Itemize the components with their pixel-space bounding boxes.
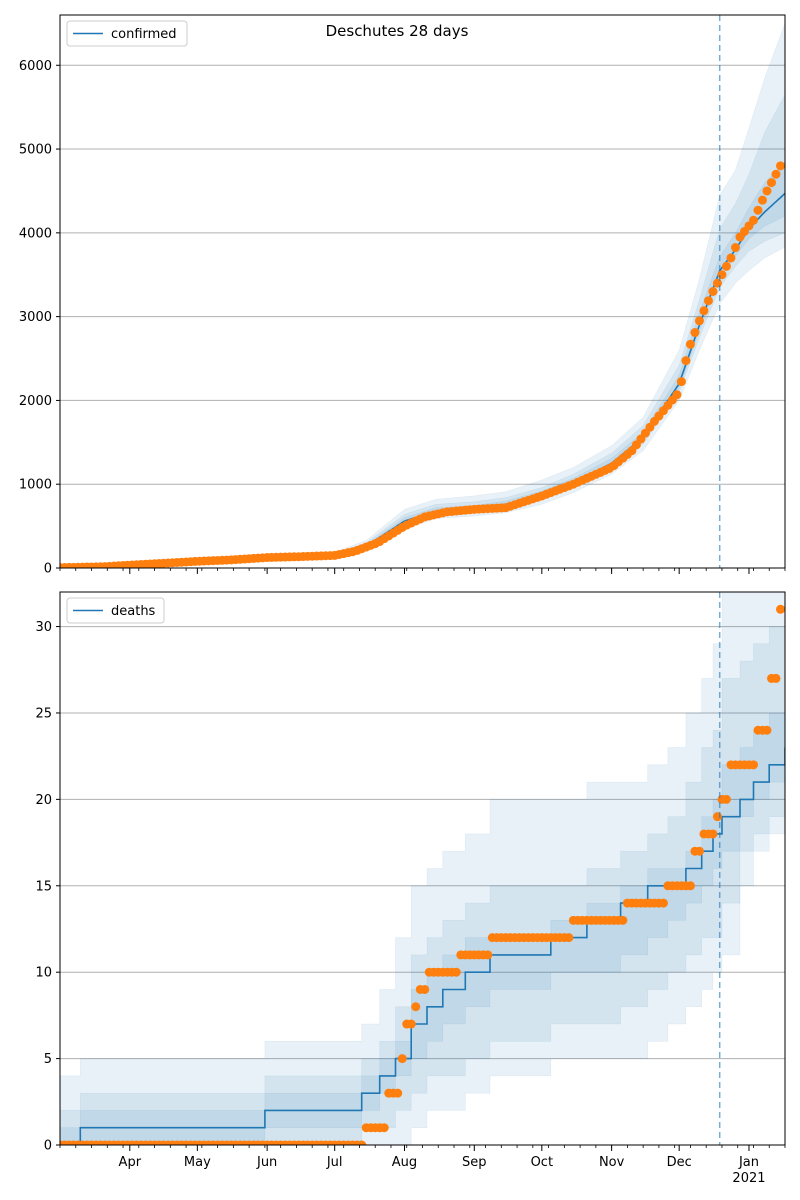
observed-point bbox=[690, 328, 700, 338]
observed-point bbox=[379, 1123, 389, 1133]
y-tick-label: 3000 bbox=[19, 310, 52, 325]
uncertainty-band-2 bbox=[60, 94, 785, 568]
y-tick-label: 20 bbox=[35, 793, 52, 808]
plot-area bbox=[60, 592, 785, 1145]
observed-point bbox=[757, 195, 767, 205]
observed-point bbox=[717, 270, 727, 280]
observed-point bbox=[762, 725, 772, 735]
x-tick-label: May bbox=[184, 1155, 211, 1170]
figure-title: Deschutes 28 days bbox=[326, 22, 469, 40]
observed-point bbox=[748, 215, 758, 225]
axes-frame bbox=[59, 14, 786, 569]
observed-point bbox=[393, 1088, 403, 1098]
legend-box bbox=[66, 20, 188, 47]
x-tick-label: Oct bbox=[531, 1155, 553, 1170]
y-tick-label: 6000 bbox=[19, 59, 52, 74]
observed-point bbox=[708, 829, 718, 839]
deaths-panel: 0 5 10 15 20 25 30 Apr May Jun Jul Aug Sep Oct Nov Dec J… bbox=[35, 591, 786, 1186]
x-tick-label: Jul bbox=[326, 1155, 343, 1170]
uncertainty-band-1 bbox=[60, 23, 785, 568]
observed-point bbox=[726, 253, 736, 263]
observed-point bbox=[703, 296, 713, 306]
y-tick-label: 2000 bbox=[19, 394, 52, 409]
observed-point bbox=[753, 205, 763, 215]
y-tick-label: 5000 bbox=[19, 143, 52, 158]
y-tick-label: 15 bbox=[35, 879, 52, 894]
observed-point bbox=[748, 760, 758, 770]
legend-box bbox=[66, 597, 165, 624]
x-tick-label: Aug bbox=[392, 1155, 417, 1170]
observed-point bbox=[699, 306, 709, 316]
observed-point bbox=[357, 1140, 367, 1145]
observed-point bbox=[420, 984, 430, 994]
observed-point bbox=[721, 261, 731, 271]
observed-point bbox=[771, 673, 781, 683]
legend-label: deaths bbox=[111, 604, 156, 619]
y-tick-label: 30 bbox=[35, 620, 52, 635]
legend: deaths bbox=[66, 597, 165, 624]
uncertainty-band-2 bbox=[60, 609, 785, 1145]
observed-point bbox=[564, 933, 574, 943]
observed-point bbox=[694, 846, 704, 856]
observed-point bbox=[694, 316, 704, 326]
uncertainty-band-1 bbox=[60, 592, 785, 1145]
observed-point bbox=[766, 178, 776, 188]
x-year-label: 2021 bbox=[732, 1171, 765, 1186]
x-tick-label: Apr bbox=[119, 1155, 142, 1170]
y-tick-label: 10 bbox=[35, 966, 52, 981]
y-tick-label: 25 bbox=[35, 706, 52, 721]
observed-point bbox=[775, 604, 785, 614]
observed-point bbox=[762, 186, 772, 196]
observed-point bbox=[681, 356, 691, 366]
plot-area bbox=[60, 23, 785, 568]
observed-point bbox=[712, 278, 722, 288]
y-tick-label: 5 bbox=[44, 1052, 52, 1067]
y-tick-label: 4000 bbox=[19, 226, 52, 241]
observed-point bbox=[672, 390, 682, 400]
observed-point bbox=[771, 169, 781, 179]
y-tick-label: 0 bbox=[44, 562, 52, 577]
observed-point bbox=[658, 898, 668, 908]
legend-label: confirmed bbox=[111, 27, 177, 42]
observed-point bbox=[708, 287, 718, 296]
observed-point bbox=[712, 812, 722, 822]
observed-point bbox=[411, 1002, 421, 1012]
x-tick-label: Sep bbox=[462, 1155, 487, 1170]
observed-point bbox=[721, 794, 731, 804]
x-tick-label: Nov bbox=[599, 1155, 625, 1170]
observed-point bbox=[618, 915, 628, 925]
observed-point bbox=[685, 339, 695, 349]
legend: confirmed bbox=[66, 20, 188, 47]
x-tick-label: Jan bbox=[738, 1155, 759, 1170]
y-tick-label: 1000 bbox=[19, 478, 52, 493]
observed-point bbox=[451, 967, 461, 977]
observed-point bbox=[775, 161, 785, 171]
observed-point bbox=[676, 377, 686, 387]
x-tick-label: Jun bbox=[256, 1155, 277, 1170]
observed-point bbox=[483, 950, 493, 960]
observed-point bbox=[685, 881, 695, 891]
observed-point bbox=[406, 1019, 416, 1029]
x-tick-label: Dec bbox=[667, 1155, 692, 1170]
y-tick-label: 0 bbox=[44, 1139, 52, 1154]
confirmed-panel: 0 1000 2000 3000 4000 5000 6000 confirmed bbox=[19, 14, 786, 577]
observed-point bbox=[397, 1054, 407, 1064]
observed-point bbox=[730, 243, 740, 253]
